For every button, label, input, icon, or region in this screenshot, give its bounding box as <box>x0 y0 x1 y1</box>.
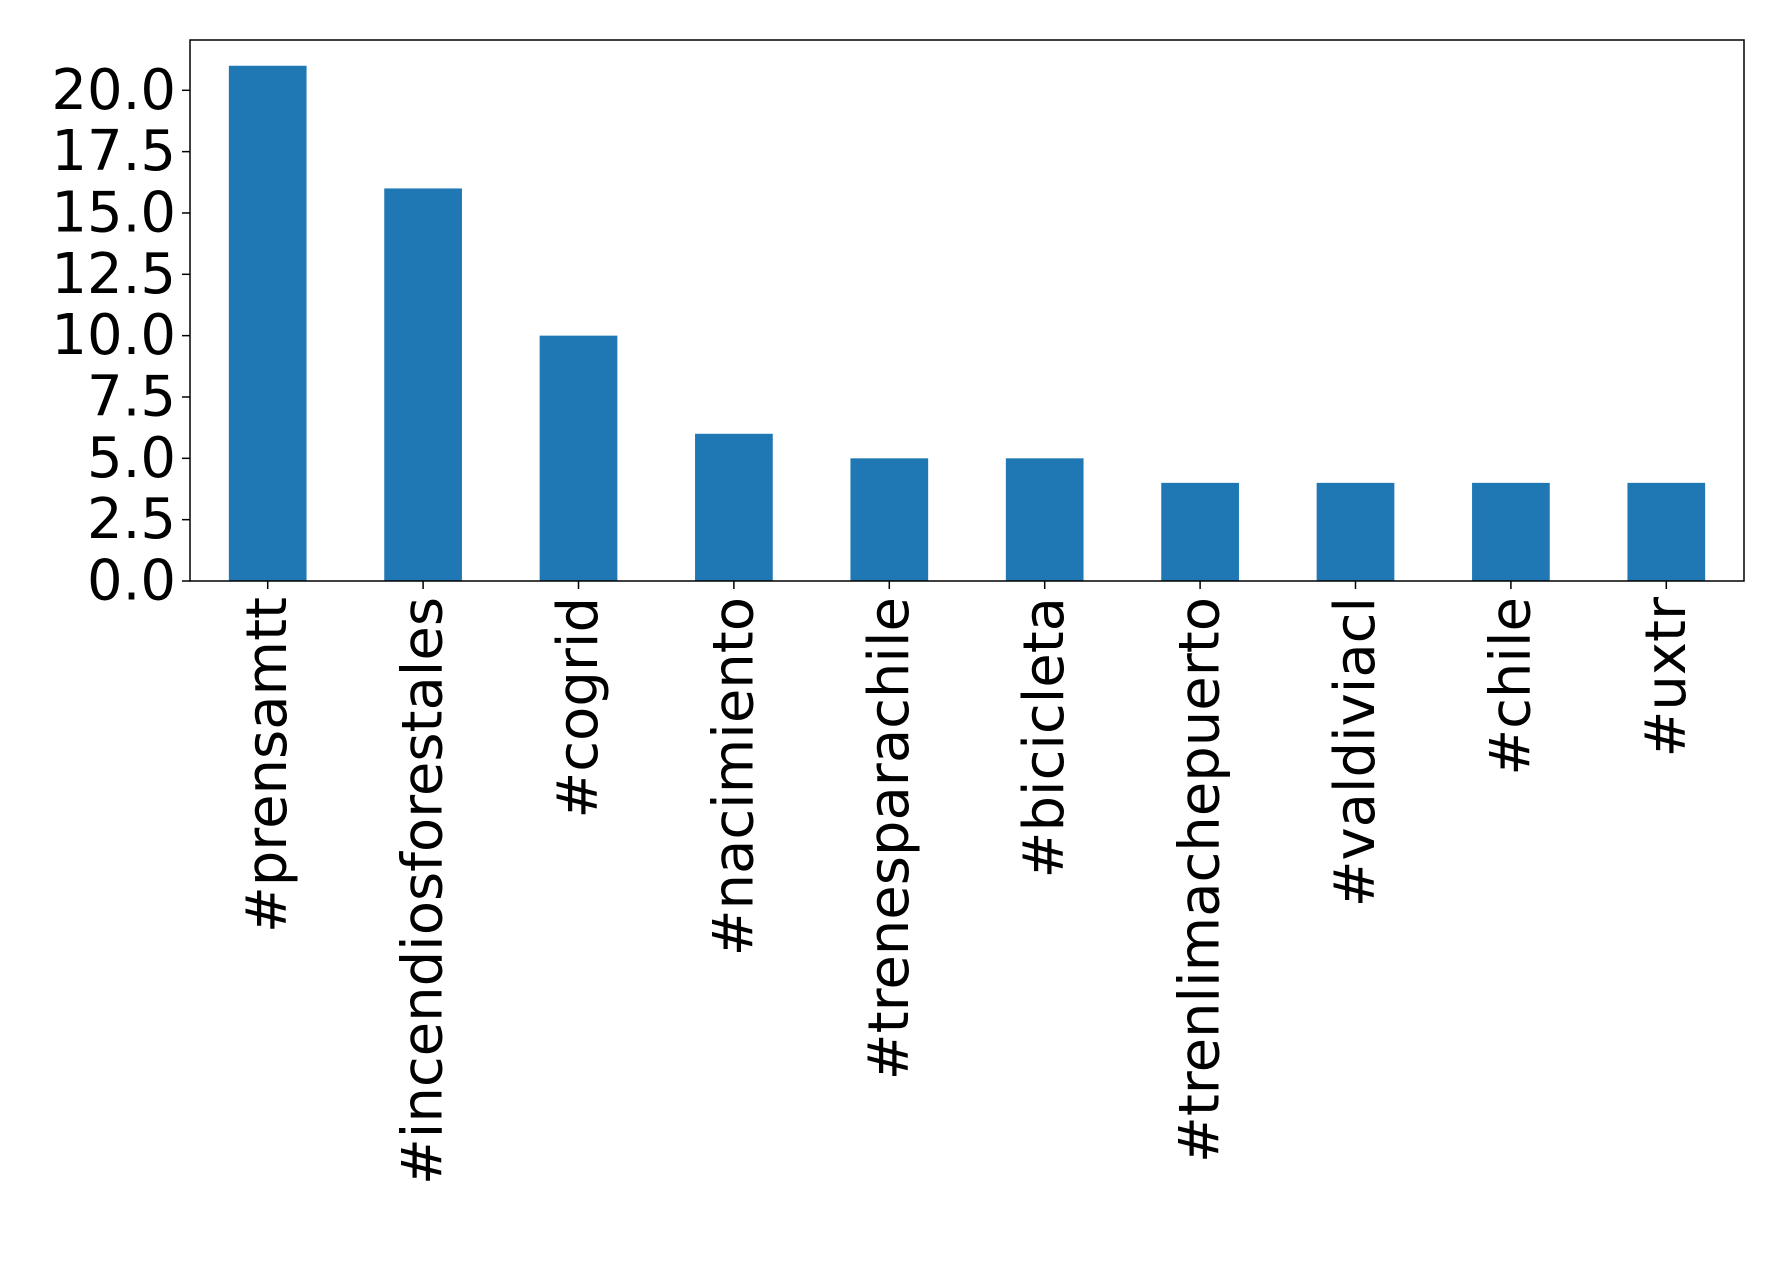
bar <box>539 335 618 581</box>
y-tick-label: 20.0 <box>51 58 176 123</box>
plot-frame <box>189 39 1745 582</box>
bar <box>850 458 929 581</box>
bar <box>1316 482 1395 581</box>
x-tick-label: #bicicleta <box>1012 597 1077 878</box>
x-tick-label: #trenesparachile <box>857 597 922 1080</box>
bar <box>1005 458 1084 581</box>
x-tick-label: #incendiosforestales <box>391 597 456 1185</box>
bar <box>1161 482 1239 581</box>
bar <box>1627 482 1706 581</box>
x-tick-label: #valdiviacl <box>1323 597 1388 907</box>
x-axis: #prensamtt #incendiosforestales #cogrid #na… <box>235 581 1699 1185</box>
y-tick-label: 10.0 <box>51 303 176 368</box>
x-tick-label: #prensamtt <box>235 597 300 933</box>
y-tick-label: 12.5 <box>51 242 176 307</box>
x-tick-label: #trenlimachepuerto <box>1168 597 1233 1163</box>
bar <box>1472 482 1550 581</box>
x-tick-label: #chile <box>1478 597 1543 776</box>
y-tick-label: 15.0 <box>51 180 176 245</box>
y-tick-label: 5.0 <box>87 426 176 491</box>
y-tick-label: 7.5 <box>87 364 176 429</box>
y-tick-label: 17.5 <box>51 119 176 184</box>
x-tick-label: #cogrid <box>546 597 611 819</box>
y-axis: 0.02.55.07.510.012.515.017.520.0 <box>51 58 190 614</box>
bar <box>695 433 773 581</box>
y-tick-label: 2.5 <box>87 487 176 552</box>
bar <box>384 188 462 582</box>
x-tick-label: #uxtr <box>1634 596 1699 758</box>
bars-group <box>228 65 1706 582</box>
x-tick-label: #nacimiento <box>701 597 766 956</box>
bar <box>228 65 307 581</box>
y-tick-label: 0.0 <box>87 549 176 614</box>
